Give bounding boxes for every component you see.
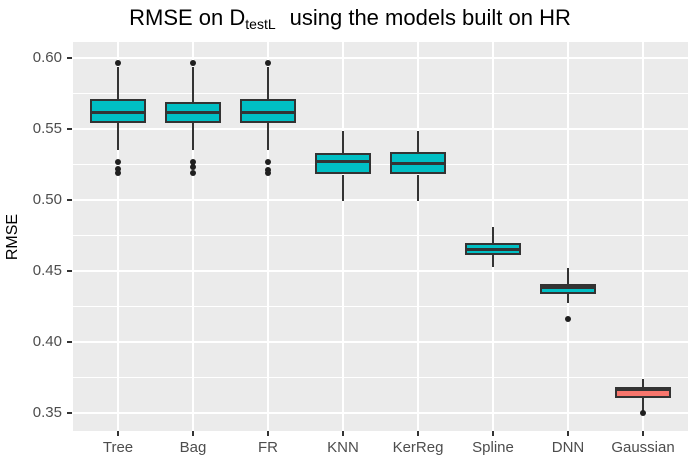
outlier-dot-Bag: [190, 158, 196, 165]
title-text: RMSE on D: [129, 5, 246, 30]
upper-whisker-DNN: [567, 268, 569, 284]
outlier-dot-FR: [265, 170, 271, 177]
x-tick-label-Gaussian: Gaussian: [611, 439, 675, 456]
outlier-dot-Bag: [190, 59, 196, 66]
x-tick-mark: [192, 431, 194, 436]
x-tick-label-Tree: Tree: [102, 439, 134, 456]
gridline-major-vertical: [642, 42, 644, 431]
median-line-Gaussian: [615, 388, 671, 392]
median-line-Bag: [165, 110, 221, 114]
lower-whisker-Tree: [117, 123, 119, 151]
y-tick-label: 0.45: [32, 261, 62, 279]
gridline-minor: [73, 376, 688, 378]
x-tick-label-DNN: DNN: [551, 439, 585, 456]
outlier-dot-DNN: [565, 316, 571, 323]
upper-whisker-Bag: [192, 66, 194, 103]
median-line-Spline: [465, 248, 521, 252]
lower-whisker-KNN: [342, 174, 344, 202]
x-tick-mark: [642, 431, 644, 436]
lower-whisker-DNN: [567, 293, 569, 304]
chart-title: RMSE on DtestL using the models built on …: [0, 5, 700, 32]
outlier-dot-Tree: [115, 59, 121, 66]
gridline-major: [73, 128, 688, 131]
outlier-dot-Bag: [190, 170, 196, 177]
y-tick-label: 0.55: [32, 120, 62, 138]
gridline-major: [73, 269, 688, 272]
x-tick-mark: [267, 431, 269, 436]
x-tick-mark: [567, 431, 569, 436]
outlier-dot-Bag: [190, 164, 196, 171]
median-line-KerReg: [390, 161, 446, 165]
lower-whisker-Gaussian: [642, 398, 644, 412]
outlier-dot-FR: [265, 158, 271, 165]
title-subscript: testL: [245, 16, 276, 32]
gridline-major-vertical: [267, 42, 269, 431]
y-tick-mark: [67, 340, 72, 343]
y-tick-mark: [67, 199, 72, 201]
lower-whisker-Bag: [192, 123, 194, 151]
upper-whisker-FR: [267, 66, 269, 100]
x-tick-mark: [492, 431, 494, 436]
upper-whisker-KNN: [342, 130, 344, 154]
upper-whisker-Tree: [117, 66, 119, 100]
x-tick-mark: [417, 431, 419, 436]
y-tick-mark: [67, 128, 72, 131]
box-Gaussian: [615, 387, 671, 399]
gridline-major-vertical: [192, 42, 194, 431]
y-tick-label: 0.35: [32, 403, 62, 421]
gridline-minor: [73, 93, 688, 95]
gridline-major-vertical: [417, 42, 419, 431]
outlier-dot-Gaussian: [640, 410, 646, 417]
upper-whisker-Spline: [492, 226, 494, 243]
gridline-major: [73, 340, 688, 343]
gridline-major: [73, 411, 688, 414]
y-axis-title: RMSE: [4, 213, 21, 261]
x-tick-label-Spline: Spline: [472, 439, 514, 456]
upper-whisker-KerReg: [417, 130, 419, 152]
y-tick-label: 0.60: [32, 49, 62, 67]
y-tick-label: 0.50: [32, 191, 62, 208]
panel: [73, 42, 688, 431]
x-tick-mark: [117, 431, 119, 436]
gridline-minor: [73, 305, 688, 307]
outlier-dot-Tree: [115, 165, 121, 172]
x-tick-mark: [342, 431, 344, 436]
gridline-major: [73, 57, 688, 60]
median-line-KNN: [315, 160, 371, 164]
outlier-dot-Tree: [115, 170, 121, 177]
y-tick-label: 0.40: [32, 332, 62, 350]
x-tick-label-FR: FR: [258, 439, 278, 456]
outlier-dot-FR: [265, 59, 271, 66]
gridline-major-vertical: [567, 42, 569, 431]
y-tick-mark: [67, 269, 72, 272]
lower-whisker-FR: [267, 123, 269, 151]
median-line-FR: [240, 110, 296, 114]
y-tick-mark: [67, 411, 72, 414]
lower-whisker-KerReg: [417, 174, 419, 202]
median-line-DNN: [540, 286, 596, 290]
title-text-suffix: using the models built on HR: [289, 5, 571, 30]
y-tick-mark: [67, 57, 72, 60]
gridline-major: [73, 199, 688, 201]
x-tick-label-KNN: KNN: [327, 439, 359, 456]
median-line-Tree: [90, 110, 146, 114]
gridline-minor: [73, 234, 688, 236]
gridline-major-vertical: [117, 42, 119, 431]
box-KNN: [315, 153, 371, 175]
x-tick-label-KerReg: KerReg: [392, 439, 444, 456]
outlier-dot-Tree: [115, 158, 121, 165]
gridline-minor: [73, 164, 688, 166]
x-tick-label-Bag: Bag: [179, 439, 207, 456]
lower-whisker-Spline: [492, 255, 494, 267]
gridline-major-vertical: [342, 42, 344, 431]
upper-whisker-Gaussian: [642, 378, 644, 388]
